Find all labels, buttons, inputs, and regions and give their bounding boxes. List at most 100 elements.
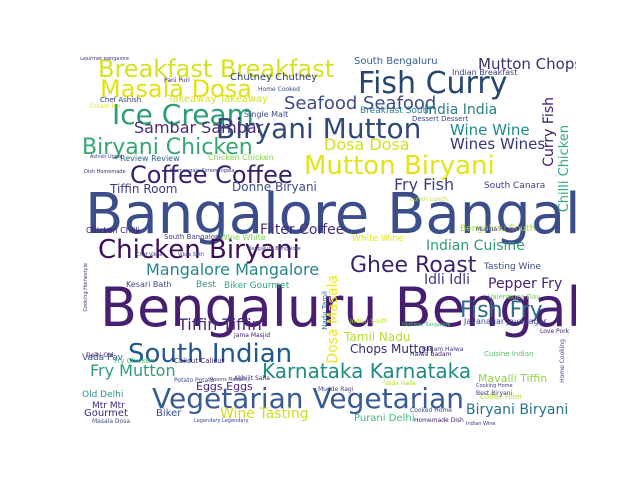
cloud-word: Breakfast Breakfast bbox=[98, 57, 335, 83]
cloud-word: Filter Coffee bbox=[260, 222, 345, 238]
cloud-word: Love Pork bbox=[540, 328, 570, 335]
cloud-word: Tasting Wine bbox=[484, 262, 541, 272]
cloud-word: Dish Homemade bbox=[84, 169, 126, 175]
cloud-word: Gourmet Bangalore bbox=[80, 57, 129, 62]
cloud-word: Pepper Fry bbox=[488, 276, 563, 292]
cloud-word: Sambar Sambar bbox=[134, 118, 264, 137]
cloud-word: Ghee Roast bbox=[350, 253, 477, 278]
cloud-word: Mutton Chops bbox=[478, 57, 576, 73]
cloud-word: Vegetarian Vegetarian bbox=[152, 382, 464, 415]
cloud-word: Badam Halwa bbox=[422, 346, 464, 353]
cloud-word: Fry Mutton bbox=[90, 361, 176, 380]
cloud-word: Nadu Tamil bbox=[321, 291, 329, 330]
cloud-word: Biryani Biryani bbox=[466, 402, 569, 418]
cloud-word: Indian Breakfast bbox=[452, 68, 518, 77]
cloud-word: Chops Mutton bbox=[350, 342, 434, 356]
cloud-word: Cooking Home bbox=[476, 383, 513, 389]
cloud-word: Dosa Dosa bbox=[324, 135, 410, 154]
cloud-word: Coffee Filter bbox=[480, 393, 523, 401]
cloud-word: Fish Fry bbox=[460, 298, 543, 323]
cloud-word: Indian South bbox=[350, 318, 388, 325]
cloud-word: Dessert Dessert bbox=[412, 115, 469, 123]
cloud-word: Legendary Legendary bbox=[194, 418, 249, 424]
cloud-word: Lunch Lunch bbox=[410, 196, 448, 203]
cloud-word: Potato Potato bbox=[174, 377, 215, 384]
cloud-word: Ice Cream bbox=[112, 98, 254, 131]
cloud-word: Masala Dosa bbox=[100, 75, 253, 103]
cloud-word: Wine Tasting bbox=[220, 406, 309, 422]
cloud-word: Vada Vada bbox=[384, 380, 416, 387]
cloud-word: Gourmet bbox=[84, 408, 128, 419]
cloud-word: Mutton Pepper bbox=[476, 226, 520, 233]
cloud-word: Mangalore Mangalore bbox=[146, 260, 320, 279]
cloud-word: Old Delhi bbox=[82, 390, 124, 400]
cloud-word: Abhijit Saha bbox=[234, 375, 270, 382]
cloud-word: Ashish Uggal bbox=[90, 154, 123, 160]
cloud-word: Bengaluru Bengaluru bbox=[100, 276, 576, 339]
cloud-word: South Canara bbox=[484, 181, 546, 191]
cloud-word: Masala Dosa bbox=[92, 418, 131, 425]
cloud-word: Fry Chicken bbox=[114, 357, 155, 365]
cloud-word: Highway Bangalore bbox=[402, 322, 451, 328]
cloud-word: Wine White bbox=[220, 233, 266, 242]
cloud-word: Vikas Seth bbox=[178, 252, 205, 258]
cloud-word: Kormangala Koramangala bbox=[170, 168, 235, 174]
cloud-word: Wine Wine bbox=[450, 121, 530, 139]
cloud-word: Purani Delhi bbox=[354, 413, 415, 424]
cloud-word: Fry Fish bbox=[394, 175, 455, 194]
cloud-word: Valentines Day bbox=[488, 293, 541, 301]
cloud-word: Review Review bbox=[120, 154, 180, 163]
cloud-word: Single Malt bbox=[244, 110, 289, 119]
cloud-word: White Wine bbox=[352, 234, 404, 244]
cloud-word: Curry Fish bbox=[541, 97, 557, 167]
cloud-word: Chilli Chicken bbox=[557, 125, 572, 213]
cloud-word: Rooms Mavalli bbox=[210, 377, 247, 383]
cloud-word: Indian Cuisine bbox=[426, 238, 525, 254]
cloud-word: Bengaluru Bangalore bbox=[248, 246, 301, 252]
cloud-word: Indian Wine bbox=[466, 421, 496, 426]
cloud-word: Breakfast South bbox=[360, 106, 432, 116]
cloud-word: Best Biryani bbox=[476, 390, 513, 397]
cloud-word: India India bbox=[424, 102, 498, 118]
cloud-word: Tamil Nadu bbox=[344, 330, 411, 344]
cloud-word: Mudde Ragi bbox=[318, 386, 354, 393]
cloud-word: Idli Idli bbox=[424, 272, 471, 288]
cloud-word: Biryani Chicken bbox=[82, 135, 253, 160]
cloud-word: Cooking Homestyle bbox=[83, 263, 89, 312]
cloud-word: Homemade Dish bbox=[414, 417, 464, 424]
cloud-word: Eggs Eggs bbox=[196, 380, 253, 393]
cloud-word: Home Cooking bbox=[559, 339, 566, 383]
cloud-word: Fish Curry bbox=[358, 66, 508, 101]
cloud-word: Tiffin Tiffin bbox=[178, 315, 262, 334]
cloud-word: Delhi Old bbox=[86, 352, 114, 359]
cloud-word: Chicken Biryani bbox=[98, 235, 300, 265]
word-cloud: Bangalore Bangalore Bengaluru Bengaluru Br… bbox=[80, 57, 576, 425]
cloud-word: South Bengaluru bbox=[354, 57, 438, 67]
cloud-word: Donne Biryani bbox=[232, 180, 317, 194]
cloud-word: Cream Ice bbox=[90, 103, 121, 110]
cloud-word: Chicken Chilli bbox=[86, 226, 140, 235]
cloud-word: Takeaway Takeaway bbox=[168, 94, 269, 105]
cloud-word: Pani Puri bbox=[164, 77, 190, 84]
cloud-word: Biryani Mutton bbox=[216, 112, 422, 145]
cloud-word: Halwa Badam bbox=[410, 351, 452, 358]
cloud-word: Calicut Calicut bbox=[174, 357, 225, 365]
cloud-word: South Bangalore bbox=[164, 233, 223, 241]
cloud-word: Jama Masjid bbox=[234, 332, 270, 339]
cloud-word: Chef Ashish bbox=[100, 96, 142, 104]
cloud-word: Home Cooked bbox=[258, 86, 300, 93]
cloud-word: Cooked Home bbox=[410, 407, 452, 414]
cloud-word: Vada Pav bbox=[82, 353, 123, 363]
cloud-word: Best bbox=[196, 280, 216, 290]
cloud-word: Kesari Bath bbox=[126, 280, 172, 289]
cloud-word: Wines Wines bbox=[450, 135, 546, 153]
cloud-word: Karnataka Karnataka bbox=[262, 359, 472, 383]
cloud-word: Seafood Seafood bbox=[284, 93, 437, 114]
cloud-word: Biker bbox=[156, 408, 182, 419]
cloud-word: Cuisine Indian bbox=[484, 350, 534, 358]
cloud-word: Biker Gourmet bbox=[224, 281, 290, 291]
cloud-word: Chutney Chutney bbox=[230, 72, 318, 83]
cloud-word: Mutton Biryani bbox=[304, 151, 495, 181]
cloud-word: Chef Vikas bbox=[136, 252, 163, 258]
cloud-word: Coffee Coffee bbox=[130, 161, 293, 189]
